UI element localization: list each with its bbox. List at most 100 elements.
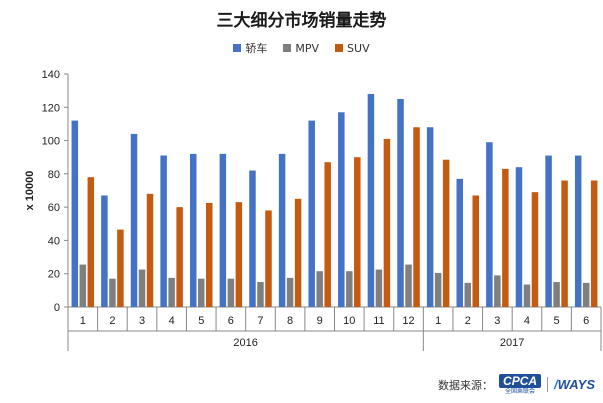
bar-suv [176, 207, 183, 307]
bar-mpv [405, 264, 412, 307]
bar-suv [590, 180, 598, 307]
bar-suv [502, 168, 509, 307]
x-tick-label: 9 [317, 315, 323, 327]
x-tick-label: 5 [198, 315, 204, 327]
y-tick-label: 80 [48, 169, 60, 181]
bar-suv [206, 202, 213, 307]
cpca-logo-subtitle: 全国乘联会 [505, 388, 536, 395]
legend-label-suv: SUV [347, 41, 370, 55]
y-tick-label: 0 [54, 302, 60, 314]
bar-suv [87, 177, 95, 307]
legend-item-suv: SUV [335, 40, 370, 56]
chart-legend: 轿车 MPV SUV [0, 40, 603, 56]
y-tick-label: 60 [48, 202, 60, 214]
x-tick-label: 3 [139, 315, 145, 327]
source-footer: 数据来源： CPCA 全国乘联会 /WAYS [438, 374, 595, 395]
bar-mpv [138, 269, 146, 307]
bar-sedan [397, 98, 404, 307]
bar-sedan [101, 195, 108, 307]
bar-mpv [168, 277, 175, 307]
bar-suv [146, 193, 154, 307]
bar-suv [354, 157, 361, 307]
bar-mpv [257, 282, 264, 307]
bar-suv [117, 229, 124, 307]
bar-mpv [582, 282, 590, 307]
x-tick-label: 7 [257, 315, 263, 327]
bar-suv [324, 162, 331, 307]
bar-sedan [219, 153, 227, 307]
bar-mpv [494, 275, 501, 307]
bar-suv [442, 159, 450, 307]
bar-mpv [79, 264, 87, 307]
legend-swatch-sedan [233, 44, 242, 52]
bar-mpv [227, 278, 235, 307]
cpca-logo: CPCA 全国乘联会 [499, 374, 542, 395]
y-tick-label: 100 [42, 136, 60, 148]
bar-suv [413, 127, 420, 307]
legend-item-sedan: 轿车 [233, 40, 267, 56]
bar-sedan [515, 167, 523, 307]
bar-suv [294, 198, 302, 307]
bar-suv [235, 202, 243, 307]
bar-suv [472, 195, 479, 307]
bar-suv [561, 180, 568, 307]
x-tick-label: 8 [287, 315, 293, 327]
bar-mpv [346, 271, 353, 307]
bar-sedan [130, 133, 138, 307]
legend-label-mpv: MPV [295, 41, 320, 55]
x-tick-label: 1 [435, 315, 441, 327]
y-tick-label: 20 [48, 269, 60, 281]
bar-sedan [486, 142, 493, 307]
bar-sedan [367, 93, 375, 307]
bar-mpv [198, 278, 205, 307]
bar-suv [531, 192, 539, 307]
bar-sedan [545, 155, 552, 307]
bar-sedan [190, 153, 197, 307]
y-axis-label: x 10000 [24, 171, 36, 211]
y-tick-label: 120 [42, 102, 60, 114]
x-tick-label: 6 [228, 315, 234, 327]
bar-mpv [286, 277, 294, 307]
x-tick-label: 2 [465, 315, 471, 327]
legend-label-sedan: 轿车 [245, 42, 268, 55]
bar-mpv [523, 284, 531, 307]
bar-sedan [426, 127, 434, 307]
y-tick-label: 140 [42, 69, 60, 81]
bar-sedan [71, 120, 79, 307]
x-tick-label: 4 [169, 315, 175, 327]
legend-swatch-suv [335, 44, 344, 52]
x-tick-label: 6 [583, 315, 589, 327]
ways-logo-slash: / [554, 377, 558, 392]
bar-mpv [375, 269, 383, 307]
bar-mpv [316, 271, 323, 307]
bar-mpv [553, 282, 560, 307]
ways-logo-text: WAYS [557, 377, 595, 392]
bar-mpv [434, 272, 442, 307]
x-tick-label: 10 [343, 315, 355, 327]
bar-sedan [574, 155, 582, 307]
x-tick-label: 12 [402, 315, 414, 327]
y-tick-label: 40 [48, 235, 60, 247]
bar-sedan [278, 153, 286, 307]
x-tick-label: 3 [494, 315, 500, 327]
ways-logo: /WAYS [547, 377, 595, 392]
x-tick-label: 4 [524, 315, 530, 327]
source-label: 数据来源： [438, 378, 494, 392]
legend-item-mpv: MPV [283, 40, 319, 56]
bar-sedan [308, 120, 315, 307]
bar-sedan [338, 112, 345, 308]
x-tick-label: 11 [373, 315, 384, 327]
x-group-label: 2017 [500, 337, 524, 349]
bar-suv [265, 210, 272, 307]
bar-sedan [456, 178, 463, 307]
x-tick-label: 2 [109, 315, 115, 327]
cpca-logo-mark: CPCA [499, 374, 542, 388]
bar-suv [383, 138, 391, 307]
x-tick-label: 1 [80, 315, 86, 327]
x-tick-label: 5 [554, 315, 560, 327]
bar-sedan [160, 155, 167, 307]
chart-title: 三大细分市场销量走势 [216, 11, 387, 31]
bar-mpv [464, 282, 471, 307]
